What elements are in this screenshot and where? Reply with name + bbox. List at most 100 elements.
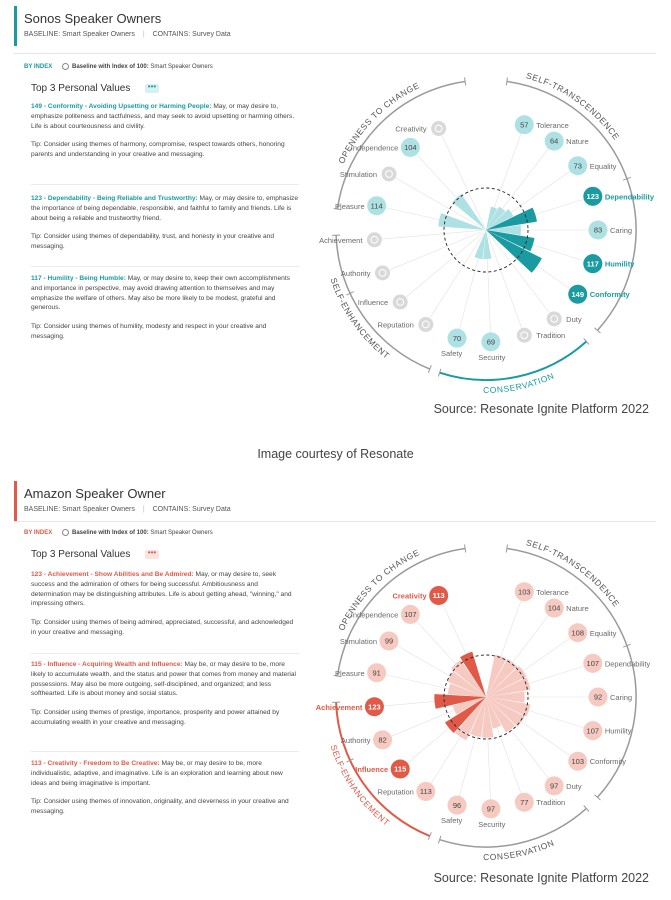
value-badge-dependability: 107: [583, 653, 603, 673]
value-badge-conformity: 103: [568, 751, 588, 771]
value-body: May be, or may desire to be, more indivi…: [31, 760, 283, 787]
more-options-button[interactable]: •••: [145, 83, 159, 93]
value-badge-tolerance: 57: [514, 115, 534, 135]
baseline-toggle-text: Smart Speaker Owners: [150, 530, 213, 536]
value-badge-achievement: [366, 232, 382, 248]
value-body: May, or may desire to, emphasize the imp…: [31, 195, 299, 222]
value-badge-authority: [375, 265, 391, 281]
spoke-influence: [406, 232, 484, 298]
value-label-humility: 117: [587, 259, 599, 268]
value-badge-influence: [392, 294, 408, 310]
value-label-security: 69: [487, 337, 495, 346]
self-enhancement-label: SELF-ENHANCEMENT: [329, 276, 392, 360]
item-label-dependability: Dependability: [605, 659, 651, 668]
bar-equality: [486, 209, 514, 230]
down-arrow-icon: [385, 170, 393, 178]
value-circle-stimulation: [379, 631, 399, 651]
conservation-arc: [439, 807, 587, 848]
quadrant-tick: [583, 338, 590, 345]
image-courtesy-caption: Image courtesy of Resonate: [257, 447, 414, 461]
value-badge-reputation: 113: [416, 781, 436, 801]
more-options-button[interactable]: •••: [145, 549, 159, 559]
bar-tolerance: [486, 654, 507, 697]
value-label-nature: 104: [548, 604, 561, 613]
down-arrow-icon: [550, 314, 559, 323]
value-heading: 115 - Influence - Acquiring Wealth and I…: [31, 661, 183, 668]
self-transcendence-label: SELF-TRANSCENDENCE: [525, 70, 622, 142]
quadrant-tick: [427, 832, 432, 840]
quadrant-tick: [333, 208, 342, 211]
baseline-radio[interactable]: [62, 63, 69, 70]
value-label-nature: 64: [550, 137, 558, 146]
value-label-independence: 107: [404, 610, 417, 619]
value-badge-nature: 64: [544, 131, 564, 151]
bar-dependability: [486, 677, 531, 697]
value-badge-dependability: 123: [583, 186, 603, 206]
value-label-dependability: 123: [587, 192, 600, 201]
item-label-achievement: Achievement: [319, 236, 363, 245]
conservation-label-text: CONSERVATION: [483, 370, 555, 395]
value-badge-creativity: 113: [429, 585, 449, 605]
value-tip: Tip: Consider using themes of prestige, …: [31, 709, 280, 726]
value-badge-tradition: 77: [514, 792, 534, 812]
down-indicator-influence: [392, 294, 408, 310]
item-label-dependability: Dependability: [605, 192, 655, 201]
quadrant-tick: [427, 365, 432, 373]
baseline-radio[interactable]: [62, 529, 69, 536]
item-label-conformity: Conformity: [590, 290, 631, 299]
value-tip: Tip: Consider using themes of dependabil…: [31, 233, 275, 251]
value-circle-security: [481, 799, 501, 819]
baseline-meta: BASELINE: Smart Speaker Owners: [24, 506, 135, 513]
value-circle-nature: [544, 131, 564, 151]
value-label-equality: 73: [574, 161, 582, 170]
value-label-safety: 70: [453, 334, 461, 343]
quadrant-tick: [464, 77, 467, 86]
item-label-achievement: Achievement: [316, 703, 363, 712]
value-card-2: 115 - Influence - Acquiring Wealth and I…: [31, 660, 299, 728]
value-circle-tradition: [514, 792, 534, 812]
value-label-independence: 104: [404, 143, 417, 152]
value-label-dependability: 107: [587, 659, 600, 668]
value-badge-creativity: [431, 120, 447, 136]
value-label-pleasure: 114: [371, 201, 383, 210]
contains-meta: CONTAINS: Survey Data: [152, 506, 231, 513]
value-circle-safety: [447, 795, 467, 815]
item-label-authority: Authority: [341, 269, 371, 278]
panel-meta: BASELINE: Smart Speaker Owners | CONTAIN…: [24, 506, 231, 513]
value-circle-conformity: [568, 751, 588, 771]
value-circle-caring: [588, 220, 608, 240]
item-label-safety: Safety: [441, 349, 463, 358]
quadrant-tick: [464, 544, 467, 553]
value-circle-humility: [583, 721, 603, 741]
by-index-tab[interactable]: BY INDEX: [24, 530, 53, 536]
source-caption: Source: Resonate Ignite Platform 2022: [433, 871, 649, 885]
bar-duty: [486, 697, 516, 733]
amazon-panel: Amazon Speaker Owner BASELINE: Smart Spe…: [0, 475, 671, 900]
header-divider: [14, 53, 656, 54]
value-tip: Tip: Consider using themes of innovation…: [31, 798, 289, 816]
baseline-circle: [443, 654, 529, 740]
item-label-conformity: Conformity: [590, 757, 627, 766]
conservation-label: CONSERVATION: [483, 370, 556, 395]
value-badge-humility: 107: [583, 721, 603, 741]
self-transcendence-label: SELF-TRANSCENDENCE: [525, 537, 622, 609]
value-badge-reputation: [418, 316, 434, 332]
value-body: May be, or may desire to be, more likely…: [31, 661, 296, 698]
value-circle-security: [481, 332, 501, 352]
value-label-tolerance: 57: [520, 120, 528, 129]
by-index-tab[interactable]: BY INDEX: [24, 64, 53, 70]
value-badge-safety: 70: [447, 328, 467, 348]
item-label-security: Security: [478, 353, 505, 362]
item-label-security: Security: [478, 820, 505, 829]
item-label-equality: Equality: [590, 629, 617, 638]
header-accent-bar: [14, 6, 17, 46]
value-separator: [31, 653, 299, 654]
value-separator: [31, 266, 299, 267]
value-circle-nature: [544, 598, 564, 618]
bar-humility: [486, 230, 535, 252]
value-circle-equality: [568, 623, 588, 643]
bar-independence: [452, 193, 486, 230]
conservation-label-text: CONSERVATION: [483, 837, 555, 862]
spoke-creativity: [441, 135, 485, 227]
sonos-panel: Sonos Speaker Owners BASELINE: Smart Spe…: [0, 0, 671, 430]
